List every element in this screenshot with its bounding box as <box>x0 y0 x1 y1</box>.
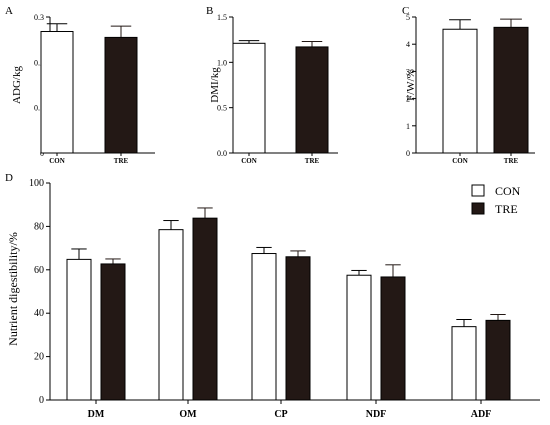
bar-con <box>442 28 478 154</box>
bar-con-om <box>158 229 184 401</box>
legend-swatch-tre <box>471 202 485 215</box>
y-tick-label: 1 <box>406 122 410 131</box>
bar-tre <box>104 36 138 154</box>
bar-con-cp <box>251 253 277 401</box>
bar-tre <box>295 46 329 154</box>
bar-tre-adf <box>485 319 511 401</box>
x-tick-label: ADF <box>471 409 492 420</box>
y-tick-label: 5 <box>406 13 410 22</box>
y-tick-label: 0.3 <box>34 13 44 22</box>
bar-con-dm <box>66 258 92 401</box>
x-tick-label: TRE <box>114 157 129 165</box>
y-tick-label: 0.0 <box>217 149 227 158</box>
y-tick-label: 100 <box>29 178 44 189</box>
y-tick-label: 0.2 <box>34 58 44 67</box>
x-tick-label: CON <box>49 157 65 165</box>
x-tick-label: TRE <box>504 157 519 165</box>
bar-con <box>40 31 74 154</box>
x-tick-label: CP <box>274 409 287 420</box>
bar-con <box>232 42 266 154</box>
panel-label: A <box>5 5 13 17</box>
y-tick-label: 40 <box>34 308 44 319</box>
y-tick-label: 4 <box>406 40 410 49</box>
x-tick-label: NDF <box>366 409 387 420</box>
panel-label: C <box>402 5 409 17</box>
y-tick-label: 0.1 <box>34 104 44 113</box>
x-tick-label: OM <box>179 409 197 420</box>
bar-tre-ndf <box>380 276 406 401</box>
legend: CON TRE <box>471 184 521 216</box>
panel-label: B <box>206 5 213 17</box>
panel-b: 0.0 0.5 1.0 1.5 DMI/kg CON TRE <box>209 13 338 165</box>
bar-tre-cp <box>285 256 311 401</box>
panel-d: 0 20 40 60 80 100 Nutrient digestibility/% DM OM… <box>6 178 540 420</box>
y-tick-label: 0 <box>406 149 410 158</box>
y-axis-label: Nutrient digestibility/% <box>6 232 20 346</box>
panel-labels: A B C D <box>5 5 409 184</box>
y-axis-label: ADG/kg <box>11 66 23 104</box>
bar-tre-om <box>192 217 218 401</box>
y-tick-label: 3 <box>406 67 410 76</box>
y-tick-label: 1.0 <box>217 58 227 67</box>
bar-tre <box>493 26 529 154</box>
x-tick-label: DM <box>88 409 105 420</box>
y-axis-label: F/W/% <box>405 69 417 101</box>
y-tick-label: 60 <box>34 265 44 276</box>
y-axis-label: DMI/kg <box>209 67 221 103</box>
y-tick-label: 80 <box>34 221 44 232</box>
y-tick-label: 20 <box>34 352 44 363</box>
legend-label-con: CON <box>495 184 521 198</box>
y-tick-label: 0.5 <box>217 104 227 113</box>
y-tick-label: 1.5 <box>217 13 227 22</box>
legend-label-tre: TRE <box>495 202 518 216</box>
x-tick-label: CON <box>241 157 257 165</box>
x-tick-label: TRE <box>305 157 320 165</box>
legend-swatch-con <box>471 184 485 197</box>
y-tick-label: 2 <box>406 95 410 104</box>
bar-tre-dm <box>100 263 126 401</box>
x-tick-label: CON <box>452 157 468 165</box>
bar-con-ndf <box>346 274 372 401</box>
panel-label: D <box>5 172 13 184</box>
panel-c: 0 1 2 3 4 5 F/W/% CON TRE <box>405 13 535 165</box>
bar-con-adf <box>451 326 477 401</box>
y-tick-label: 0 <box>39 395 44 406</box>
